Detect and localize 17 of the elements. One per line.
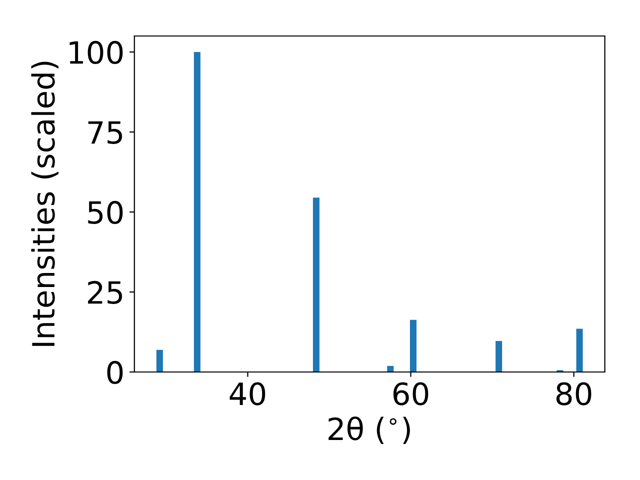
y-tick-label: 50 [88,200,123,224]
bar [156,350,163,372]
bar [496,340,502,372]
x-tick-label: 40 [230,382,266,406]
bar [387,366,394,372]
x-tick-label: 80 [556,382,592,406]
y-tick-label: 25 [88,280,122,304]
y-tick-label: 75 [88,121,122,144]
x-tick-label: 60 [393,382,428,406]
bar [410,320,416,372]
bar [312,198,320,372]
y-tick-label: 0 [107,360,123,384]
y-axis-title: Intensities (scaled) [31,62,58,346]
y-tick-label: 100 [70,40,123,64]
bar [576,328,583,372]
bar [194,52,200,372]
x-axis-title: 2θ ($^{∘}$) [328,416,410,444]
